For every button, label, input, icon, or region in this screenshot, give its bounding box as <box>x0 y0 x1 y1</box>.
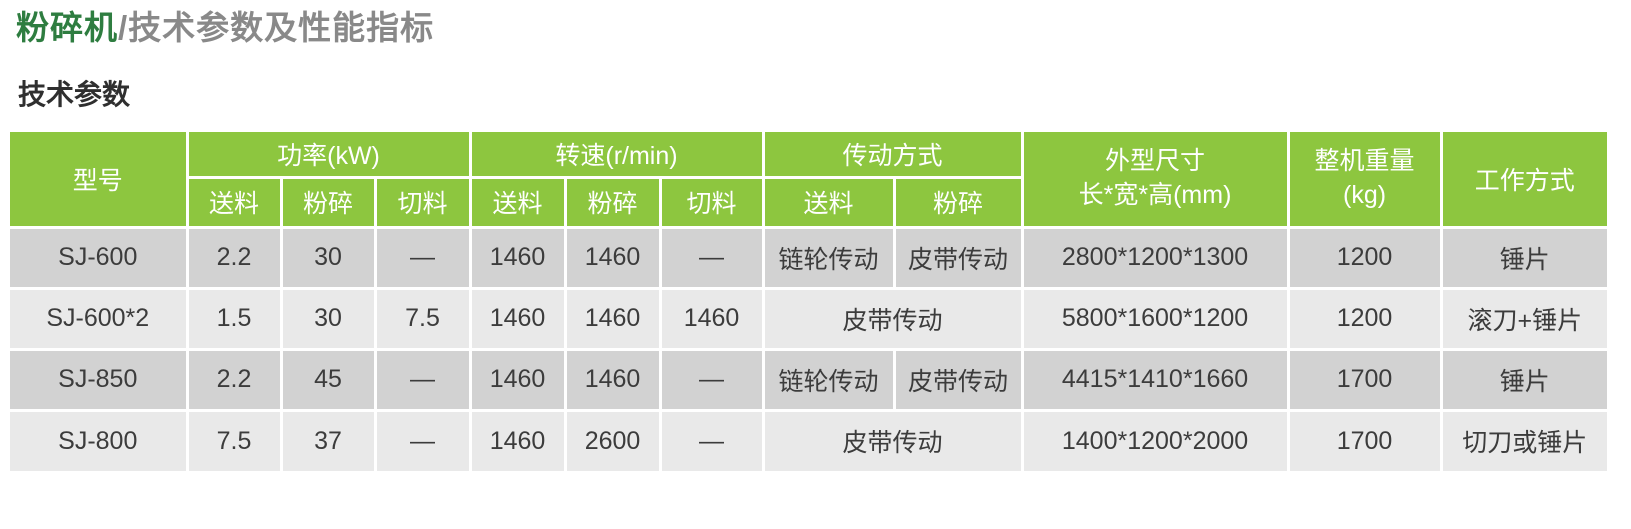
cell-power-cut: 7.5 <box>373 286 472 351</box>
col-header-power-group: 功率(kW) <box>185 130 472 179</box>
subcol-power-cut: 切料 <box>373 175 472 229</box>
cell-weight: 1200 <box>1286 225 1443 290</box>
cell-power-crush: 37 <box>279 408 377 473</box>
cell-weight: 1700 <box>1286 408 1443 473</box>
cell-model: SJ-600 <box>8 225 189 290</box>
cell-speed-feed: 1460 <box>468 286 567 351</box>
subcol-power-crush: 粉碎 <box>279 175 377 229</box>
cell-dimensions: 4415*1410*1660 <box>1020 347 1290 412</box>
cell-power-crush: 30 <box>279 225 377 290</box>
subcol-speed-feed: 送料 <box>468 175 567 229</box>
table-row: SJ-600 2.2 30 — 1460 1460 — 链轮传动 皮带传动 28… <box>8 225 1609 290</box>
cell-speed-feed: 1460 <box>468 225 567 290</box>
page-title-rest: /技术参数及性能指标 <box>118 9 435 46</box>
cell-work-mode: 锤片 <box>1439 225 1609 290</box>
cell-power-cut: — <box>373 347 472 412</box>
header-row-groups: 型号 功率(kW) 转速(r/min) 传动方式 外型尺寸 长*宽*高(mm) … <box>8 130 1609 229</box>
header-row-subcolumns: 送料 粉碎 切料 送料 粉碎 切料 送料 粉碎 <box>10 175 1607 229</box>
col-header-transmission-group: 传动方式 <box>761 130 1024 179</box>
cell-power-cut: — <box>373 408 472 473</box>
table-row: SJ-600*2 1.5 30 7.5 1460 1460 1460 皮带传动 … <box>8 286 1609 351</box>
cell-model: SJ-800 <box>8 408 189 473</box>
cell-trans-merged: 皮带传动 <box>761 408 1024 473</box>
cell-dimensions: 5800*1600*1200 <box>1020 286 1290 351</box>
col-header-model: 型号 <box>8 130 189 229</box>
cell-power-cut: — <box>373 225 472 290</box>
col-header-weight: 整机重量 (kg) <box>1286 130 1443 229</box>
weight-unit: (kg) <box>1343 180 1387 209</box>
section-title: 技术参数 <box>18 78 131 110</box>
cell-work-mode: 锤片 <box>1439 347 1609 412</box>
cell-power-crush: 45 <box>279 347 377 412</box>
cell-model: SJ-600*2 <box>8 286 189 351</box>
dimensions-unit: 长*宽*高(mm) <box>1078 180 1232 209</box>
cell-trans-crush: 皮带传动 <box>892 347 1024 412</box>
weight-title: 整机重量 <box>1314 147 1415 176</box>
cell-work-mode: 滚刀+锤片 <box>1439 286 1609 351</box>
subcol-trans-crush: 粉碎 <box>892 175 1024 229</box>
cell-weight: 1700 <box>1286 347 1443 412</box>
col-header-dimensions: 外型尺寸 长*宽*高(mm) <box>1020 130 1290 229</box>
cell-power-feed: 7.5 <box>185 408 283 473</box>
subcol-power-feed: 送料 <box>185 175 283 229</box>
cell-speed-crush: 2600 <box>563 408 662 473</box>
cell-weight: 1200 <box>1286 286 1443 351</box>
cell-trans-crush: 皮带传动 <box>892 225 1024 290</box>
cell-speed-crush: 1460 <box>563 225 662 290</box>
cell-model: SJ-850 <box>8 347 189 412</box>
subcol-speed-crush: 粉碎 <box>563 175 662 229</box>
cell-power-feed: 1.5 <box>185 286 283 351</box>
cell-speed-cut: — <box>658 408 765 473</box>
subcol-speed-cut: 切料 <box>658 175 765 229</box>
col-header-work-mode: 工作方式 <box>1439 130 1609 229</box>
dimensions-title: 外型尺寸 <box>1105 147 1206 176</box>
cell-trans-feed: 链轮传动 <box>761 225 896 290</box>
cell-power-feed: 2.2 <box>185 225 283 290</box>
cell-dimensions: 1400*1200*2000 <box>1020 408 1290 473</box>
brand-text: 粉碎机 <box>16 9 118 46</box>
cell-speed-feed: 1460 <box>468 347 567 412</box>
cell-power-feed: 2.2 <box>185 347 283 412</box>
cell-speed-cut: 1460 <box>658 286 765 351</box>
cell-trans-feed: 链轮传动 <box>761 347 896 412</box>
page-title: 粉碎机/技术参数及性能指标 <box>0 0 1631 48</box>
cell-speed-crush: 1460 <box>563 286 662 351</box>
cell-trans-merged: 皮带传动 <box>761 286 1024 351</box>
cell-dimensions: 2800*1200*1300 <box>1020 225 1290 290</box>
cell-speed-feed: 1460 <box>468 408 567 473</box>
cell-speed-crush: 1460 <box>563 347 662 412</box>
table-row: SJ-850 2.2 45 — 1460 1460 — 链轮传动 皮带传动 44… <box>8 347 1609 412</box>
cell-speed-cut: — <box>658 225 765 290</box>
cell-power-crush: 30 <box>279 286 377 351</box>
table-row: SJ-800 7.5 37 — 1460 2600 — 皮带传动 1400*12… <box>8 408 1609 473</box>
cell-work-mode: 切刀或锤片 <box>1439 408 1609 473</box>
subcol-trans-feed: 送料 <box>761 175 896 229</box>
col-header-speed-group: 转速(r/min) <box>468 130 765 179</box>
cell-speed-cut: — <box>658 347 765 412</box>
spec-table: 型号 功率(kW) 转速(r/min) 传动方式 外型尺寸 长*宽*高(mm) … <box>8 130 1609 473</box>
